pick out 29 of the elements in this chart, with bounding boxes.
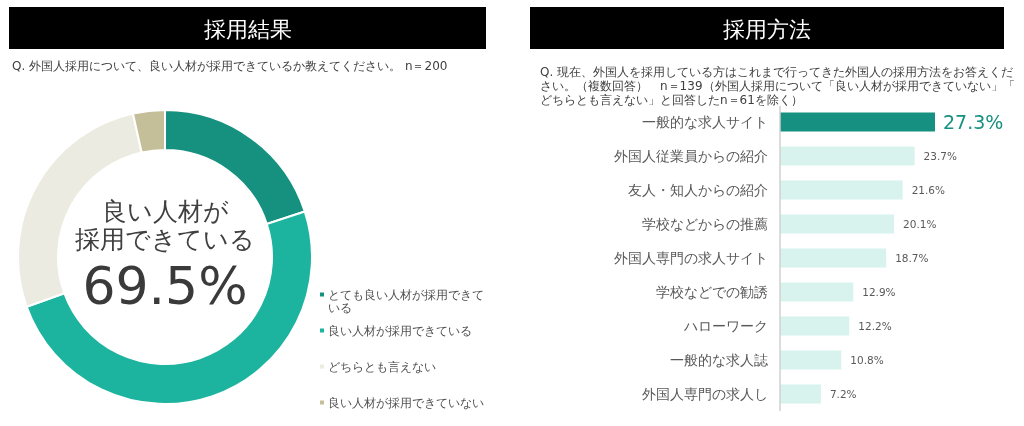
y-tick-label: 外国人従業員からの紹介 (614, 148, 768, 164)
text: 69.5% (82, 256, 248, 316)
data-label: 21.6% (911, 184, 946, 196)
y-tick-label: 学校などからの推薦 (642, 216, 768, 232)
data-label: 7.2% (829, 388, 857, 400)
data-label: 23.7% (923, 150, 957, 162)
legend-label: 良い人材が採用できている (328, 324, 472, 338)
y-tick-label: 友人・知人からの紹介 (628, 182, 768, 198)
chart-subtitle: Q. 現在、外国人を採用している方はこれまで行ってきた外国人の採用方法をお答えください。（複数回答） n＝139（外国人採用について「良い人材が採用できていない」「どちらとも言えない」と回答したn＝61を除く） (540, 65, 1015, 107)
y-tick-label: 外国人専門の求人サイト (614, 250, 768, 266)
chart-title: 採用方法 (723, 17, 811, 42)
legend-label: どちらとも言えない (328, 360, 436, 374)
y-tick-label: 一般的な求人誌 (670, 352, 768, 368)
y-tick-label: 学校などでの勧誘 (656, 284, 768, 300)
chart-title: 採用結果 (203, 17, 292, 42)
data-label: 12.2% (858, 320, 892, 332)
data-label: 20.1% (903, 218, 937, 230)
data-label: 27.3% (943, 111, 1004, 133)
legend-label: 良い人材が採用できていない (328, 396, 484, 410)
chart-subtitle: Q. 外国人採用について、良い人材が採用できているか教えてください。 n＝200 (12, 59, 448, 73)
legend-label: とても良い人材が採用できている (328, 288, 484, 315)
y-tick-label: 一般的な求人サイト (642, 114, 768, 130)
data-label: 18.7% (895, 252, 929, 264)
text: 採用できている (75, 225, 255, 254)
data-label: 12.9% (862, 286, 896, 298)
data-label: 10.8% (850, 354, 884, 366)
y-tick-label: 外国人専門の求人し (642, 386, 768, 402)
text: 良い人材が (101, 197, 229, 226)
y-tick-label: ハローワーク (683, 318, 768, 334)
